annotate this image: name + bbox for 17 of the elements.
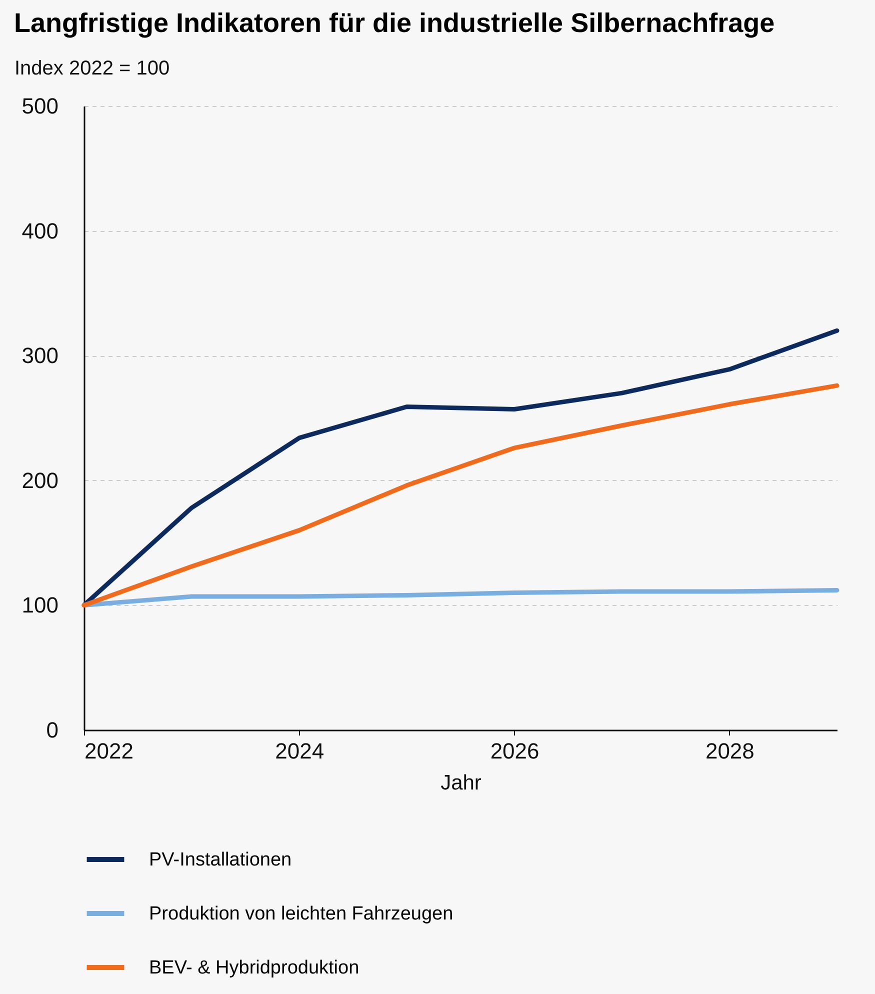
y-tick-label: 400: [22, 218, 58, 244]
x-tick-label: 2026: [490, 738, 540, 764]
chart-title: Langfristige Indikatoren für die industrielle Silbernachfrage: [14, 8, 775, 38]
legend-label: BEV- & Hybridproduktion: [149, 958, 360, 978]
y-tick-label: 500: [22, 94, 58, 118]
legend-label: Produktion von leichten Fahrzeugen: [149, 904, 454, 924]
y-tick-label: 0: [46, 718, 58, 742]
x-tick-label: 2028: [705, 738, 754, 764]
y-axis-title: Index 2022 = 100: [14, 58, 170, 80]
x-tick-label: 2024: [275, 738, 324, 764]
line-series: [82, 383, 840, 608]
x-axis-title: Jahr: [440, 772, 482, 794]
legend-label: PV-Installationen: [149, 850, 292, 870]
y-tick-label: 300: [22, 343, 58, 368]
y-tick-label: 100: [22, 592, 58, 618]
x-tick-label: 2022: [84, 738, 134, 764]
y-tick-label: 200: [22, 468, 58, 493]
